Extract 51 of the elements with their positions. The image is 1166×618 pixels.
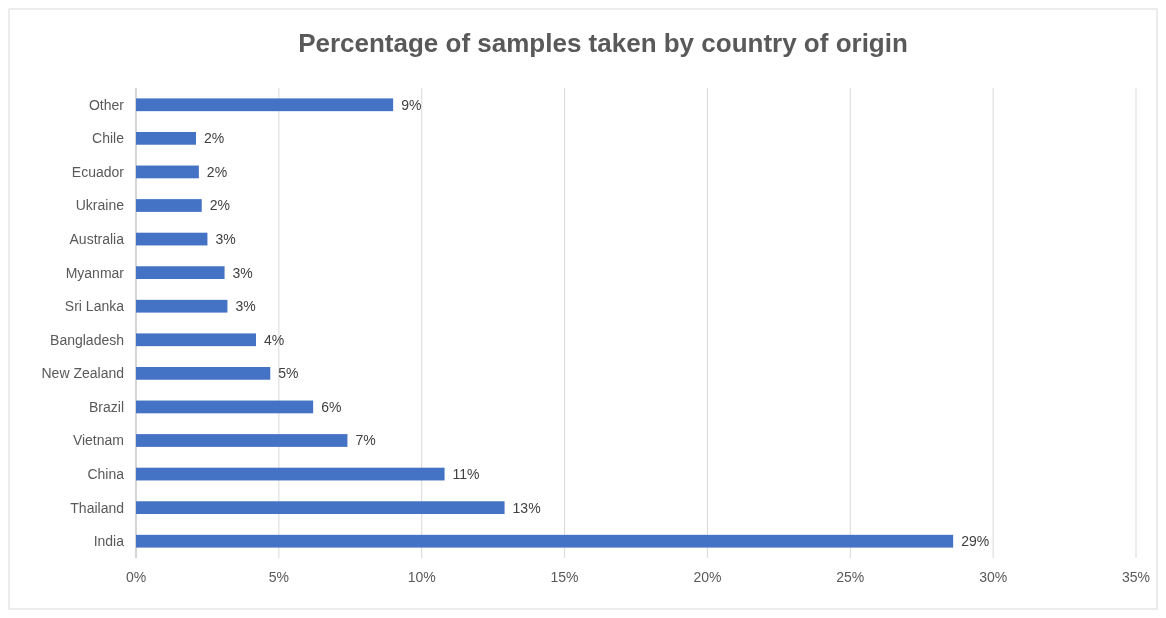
y-tick-label: India [93,533,125,550]
bar [136,266,225,280]
bar [136,434,348,447]
y-tick-label: Myanmar [65,264,125,281]
x-tick-label: 30% [979,569,1008,585]
x-tick-label: 35% [1121,569,1151,585]
y-tick-label: Vietnam [72,432,124,449]
x-tick-label: 10% [407,569,436,585]
x-tick-label: 5% [268,569,289,585]
bar [136,534,954,548]
y-tick-label: Brazil [88,398,124,415]
x-tick-label: 0% [125,569,147,585]
y-tick-label: Bangladesh [50,331,124,348]
data-label: 29% [961,533,990,550]
data-label: 2% [206,163,228,180]
bar [136,299,228,313]
data-label: 2% [204,130,225,147]
bar [136,165,199,179]
data-label: 3% [232,264,253,281]
x-tick-label: 20% [693,569,722,585]
data-label: 4% [264,331,285,348]
data-label: 3% [215,230,236,247]
y-tick-label: Sri Lanka [64,298,125,315]
data-label: 3% [235,298,256,315]
y-tick-label: Chile [92,130,125,147]
bar [136,199,202,212]
bar [136,232,208,246]
y-tick-label: Ukraine [75,197,125,214]
bar [136,98,394,112]
y-tick-label: Other [88,96,125,113]
y-tick-label: Australia [69,230,125,247]
data-label: 5% [278,365,299,382]
bar [136,333,256,347]
y-tick-label: China [87,465,125,482]
x-tick-label: 15% [550,569,579,585]
bar [136,467,445,481]
y-tick-label: New Zealand [41,365,124,382]
data-label: 6% [321,398,342,415]
data-label: 11% [452,465,480,482]
chart-title: Percentage of samples taken by country of origin [298,28,908,58]
y-tick-label: Thailand [70,499,124,516]
data-label: 2% [209,197,230,214]
x-tick-label: 25% [836,569,865,585]
data-label: 9% [401,96,422,113]
bar [136,400,314,414]
bar [136,501,505,515]
y-tick-label: Ecuador [71,163,125,180]
data-label: 13% [512,499,541,516]
data-label: 7% [355,432,376,449]
bar [136,366,271,380]
bar [136,131,196,145]
